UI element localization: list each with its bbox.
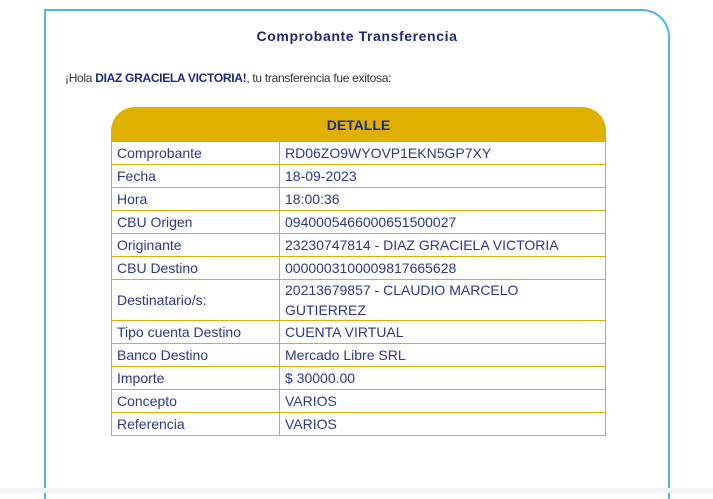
table-row: Originante 23230747814 - DIAZ GRACIELA VI… <box>111 233 606 257</box>
row-label: Referencia <box>111 412 280 436</box>
greeting: ¡Hola DIAZ GRACIELA VICTORIA!, tu transf… <box>65 71 391 85</box>
row-value: 0000003100009817665628 <box>279 256 606 280</box>
detail-table: DETALLE Comprobante RD06ZO9WYOVP1EKN5GP7X… <box>111 107 606 436</box>
table-row: CBU Destino 0000003100009817665628 <box>111 256 606 280</box>
row-label: CBU Origen <box>111 210 280 234</box>
row-label: Tipo cuenta Destino <box>111 320 280 344</box>
table-row: CBU Origen 0940005466000651500027 <box>111 210 606 234</box>
row-label: Importe <box>111 366 280 390</box>
row-label: CBU Destino <box>111 256 280 280</box>
row-value: VARIOS <box>279 389 606 413</box>
row-value: VARIOS <box>279 412 606 436</box>
table-row: Importe $ 30000.00 <box>111 366 606 390</box>
row-value: 23230747814 - DIAZ GRACIELA VICTORIA <box>279 233 606 257</box>
table-row: Hora 18:00:36 <box>111 187 606 211</box>
row-label: Hora <box>111 187 280 211</box>
greeting-name: DIAZ GRACIELA VICTORIA! <box>95 71 247 85</box>
row-label: Destinatario/s: <box>111 279 280 321</box>
receipt-card: Comprobante Transferencia ¡Hola DIAZ GRA… <box>44 9 670 499</box>
row-value: CUENTA VIRTUAL <box>279 320 606 344</box>
row-value: RD06ZO9WYOVP1EKN5GP7XY <box>279 141 606 165</box>
table-row: Fecha 18-09-2023 <box>111 164 606 188</box>
table-row: Comprobante RD06ZO9WYOVP1EKN5GP7XY <box>111 141 606 165</box>
detail-header: DETALLE <box>111 107 606 141</box>
row-value: 18-09-2023 <box>279 164 606 188</box>
table-row: Tipo cuenta Destino CUENTA VIRTUAL <box>111 320 606 344</box>
row-label: Originante <box>111 233 280 257</box>
table-row: Destinatario/s: 20213679857 - CLAUDIO MAR… <box>111 279 606 321</box>
greeting-prefix: ¡Hola <box>65 71 96 85</box>
table-row: Referencia VARIOS <box>111 412 606 436</box>
row-value: 18:00:36 <box>279 187 606 211</box>
row-label: Fecha <box>111 164 280 188</box>
row-value: 20213679857 - CLAUDIO MARCELO GUTIERREZ <box>279 279 606 321</box>
row-label: Concepto <box>111 389 280 413</box>
table-row: Concepto VARIOS <box>111 389 606 413</box>
page-footer-strip <box>0 488 713 493</box>
row-value: $ 30000.00 <box>279 366 606 390</box>
row-label: Comprobante <box>111 141 280 165</box>
page-title: Comprobante Transferencia <box>256 28 458 44</box>
row-value: Mercado Libre SRL <box>279 343 606 367</box>
table-row: Banco Destino Mercado Libre SRL <box>111 343 606 367</box>
row-label: Banco Destino <box>111 343 280 367</box>
greeting-suffix: , tu transferencia fue exitosa: <box>246 71 392 85</box>
row-value: 0940005466000651500027 <box>279 210 606 234</box>
